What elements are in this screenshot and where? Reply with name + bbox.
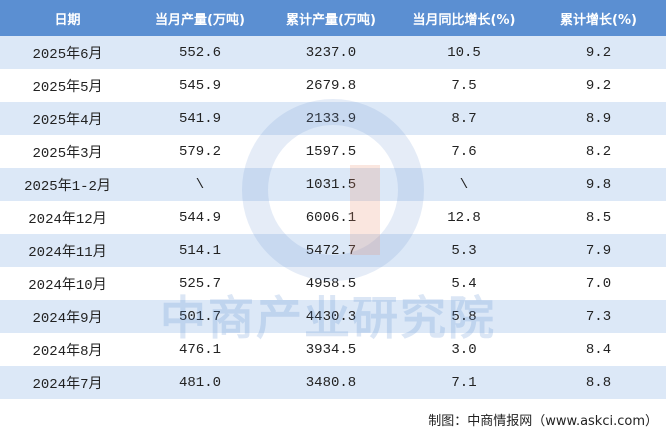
table-cell: \ <box>459 176 469 193</box>
table-cell: 2025年5月 <box>32 79 103 96</box>
table-cell: 9.2 <box>585 77 612 94</box>
table-cell: 525.7 <box>178 275 221 292</box>
table-cell: 476.1 <box>178 341 221 358</box>
table-cell: 2024年9月 <box>32 310 103 327</box>
table-cell: 2025年1-2月 <box>24 178 111 195</box>
footer-credit: 制图：中商情报网（www.askci.com） <box>428 414 658 429</box>
watermark-text: 中商产业研究院 <box>160 291 496 345</box>
table-cell: 3.0 <box>451 341 477 358</box>
table-row: 2025年6月 552.6 3237.0 10.5 9.2 <box>0 36 666 69</box>
table-row: 2024年12月 544.9 6006.1 12.8 8.5 <box>0 201 666 234</box>
table-cell: \ <box>195 176 205 193</box>
table-cell: 5.8 <box>451 308 477 325</box>
table-cell: 8.2 <box>585 143 612 160</box>
table-cell: 4430.3 <box>305 308 357 325</box>
header-cell: 累计产量(万吨) <box>286 12 376 28</box>
table-cell: 8.4 <box>585 341 612 358</box>
header-cell: 当月同比增长(%) <box>412 12 516 28</box>
table-cell: 12.8 <box>447 209 481 226</box>
table-cell: 3237.0 <box>305 44 357 61</box>
table-cell: 1031.5 <box>305 176 357 193</box>
table-cell: 544.9 <box>178 209 221 226</box>
table-cell: 3934.5 <box>305 341 357 358</box>
table-cell: 3480.8 <box>305 374 357 391</box>
table-row: 2025年1-2月 \ 1031.5 \ 9.8 <box>0 168 666 201</box>
header-cell: 累计增长(%) <box>560 12 637 28</box>
table-cell: 7.9 <box>585 242 612 259</box>
table-cell: 8.8 <box>585 374 612 391</box>
table-cell: 5.4 <box>451 275 477 292</box>
table-row: 2024年10月 525.7 4958.5 5.4 7.0 <box>0 267 666 300</box>
table-cell: 481.0 <box>178 374 221 391</box>
table-cell: 501.7 <box>178 308 221 325</box>
table-cell: 2024年11月 <box>28 244 107 261</box>
table-cell: 5472.7 <box>305 242 357 259</box>
table-cell: 8.5 <box>585 209 612 226</box>
header-cell: 当月产量(万吨) <box>155 12 245 28</box>
table-cell: 2133.9 <box>305 110 357 127</box>
table-cell: 9.2 <box>585 44 612 61</box>
table-cell: 10.5 <box>447 44 481 61</box>
table-cell: 2679.8 <box>305 77 357 94</box>
table-cell: 8.7 <box>451 110 477 127</box>
table-row: 2025年5月 545.9 2679.8 7.5 9.2 <box>0 69 666 102</box>
table-cell: 9.8 <box>585 176 612 193</box>
table-cell: 7.0 <box>585 275 612 292</box>
table-cell: 514.1 <box>178 242 221 259</box>
table-cell: 8.9 <box>585 110 612 127</box>
table-row: 2024年9月 501.7 4430.3 5.8 7.3 <box>0 300 666 333</box>
table-cell: 2024年8月 <box>32 343 103 360</box>
table-row: 2025年3月 579.2 1597.5 7.6 8.2 <box>0 135 666 168</box>
table-row: 2025年4月 541.9 2133.9 8.7 8.9 <box>0 102 666 135</box>
header-row: 日期 当月产量(万吨) 累计产量(万吨) 当月同比增长(%) 累计增长(%) <box>0 0 666 36</box>
table-cell: 541.9 <box>178 110 221 127</box>
table-cell: 7.1 <box>451 374 477 391</box>
table-cell: 5.3 <box>451 242 477 259</box>
table-cell: 7.5 <box>451 77 477 94</box>
table-row: 2024年7月 481.0 3480.8 7.1 8.8 <box>0 366 666 399</box>
table-cell: 4958.5 <box>305 275 357 292</box>
table-cell: 2024年7月 <box>32 376 103 393</box>
table-cell: 579.2 <box>178 143 221 160</box>
table-cell: 2025年6月 <box>32 46 103 63</box>
table-cell: 7.6 <box>451 143 477 160</box>
table-cell: 2025年3月 <box>32 145 103 162</box>
table-row: 2024年11月 514.1 5472.7 5.3 7.9 <box>0 234 666 267</box>
table-cell: 1597.5 <box>305 143 357 160</box>
table-cell: 2024年10月 <box>28 277 107 294</box>
table-cell: 6006.1 <box>305 209 357 226</box>
table-cell: 545.9 <box>178 77 221 94</box>
table-cell: 552.6 <box>178 44 221 61</box>
table-cell: 2024年12月 <box>28 211 107 228</box>
table-cell: 7.3 <box>585 308 612 325</box>
table-cell: 2025年4月 <box>32 112 103 129</box>
header-cell: 日期 <box>54 12 81 28</box>
table-row: 2024年8月 476.1 3934.5 3.0 8.4 <box>0 333 666 366</box>
